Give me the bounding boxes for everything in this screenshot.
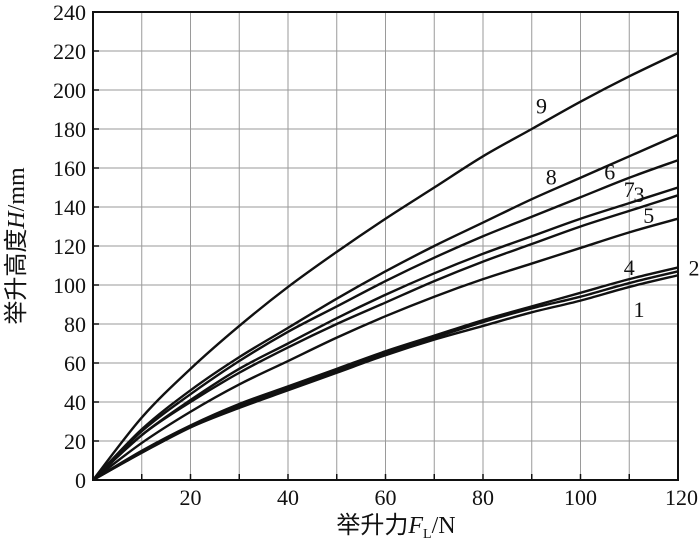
y-tick-label: 140 <box>53 195 86 220</box>
curve-label-3: 3 <box>634 182 645 207</box>
series-6-line <box>92 159 679 481</box>
y-axis-label: 举升高度H/mm <box>3 167 30 325</box>
y-tick-label: 100 <box>53 273 86 298</box>
y-tick-label: 20 <box>64 429 86 454</box>
curve-label-5: 5 <box>643 203 654 228</box>
y-tick-label: 240 <box>53 0 86 25</box>
curve-label-6: 6 <box>604 160 615 185</box>
curve-label-1: 1 <box>634 297 645 322</box>
y-tick-label: 80 <box>64 312 86 337</box>
x-tick-label: 100 <box>564 485 597 510</box>
curve-labels: 1 2 3 4 5 67 8 9 <box>536 94 700 322</box>
curve-label-7: 7 <box>624 177 635 202</box>
curve-label-4: 4 <box>624 255 635 280</box>
y-tick-label: 60 <box>64 351 86 376</box>
grid <box>93 12 678 480</box>
series-7-line <box>92 186 679 481</box>
y-tick-label: 220 <box>53 39 86 64</box>
curves <box>92 51 679 482</box>
series-4-line <box>92 270 679 482</box>
series-5-line <box>92 217 679 481</box>
curve-label-8: 8 <box>546 165 557 190</box>
y-tick-label: 160 <box>53 156 86 181</box>
series-2-line <box>92 266 679 482</box>
x-tick-label: 40 <box>277 485 299 510</box>
series-9-line <box>92 51 679 481</box>
y-tick-label: 200 <box>53 78 86 103</box>
x-axis-label: 举升力FL/N <box>336 512 455 542</box>
axis-ticks: 20 40 60 80 100 12002040608010012014016018020… <box>53 0 698 510</box>
x-tick-label: 20 <box>180 485 202 510</box>
y-tick-label: 0 <box>75 468 86 493</box>
series-3-line <box>92 194 679 481</box>
curve-label-9: 9 <box>536 94 547 119</box>
x-tick-label: 60 <box>375 485 397 510</box>
y-tick-label: 120 <box>53 234 86 259</box>
series-8-line <box>92 133 679 481</box>
x-tick-label: 120 <box>665 485 698 510</box>
y-tick-label: 40 <box>64 390 86 415</box>
curve-label-2: 2 <box>689 255 700 280</box>
y-tick-label: 180 <box>53 117 86 142</box>
x-tick-label: 80 <box>472 485 494 510</box>
